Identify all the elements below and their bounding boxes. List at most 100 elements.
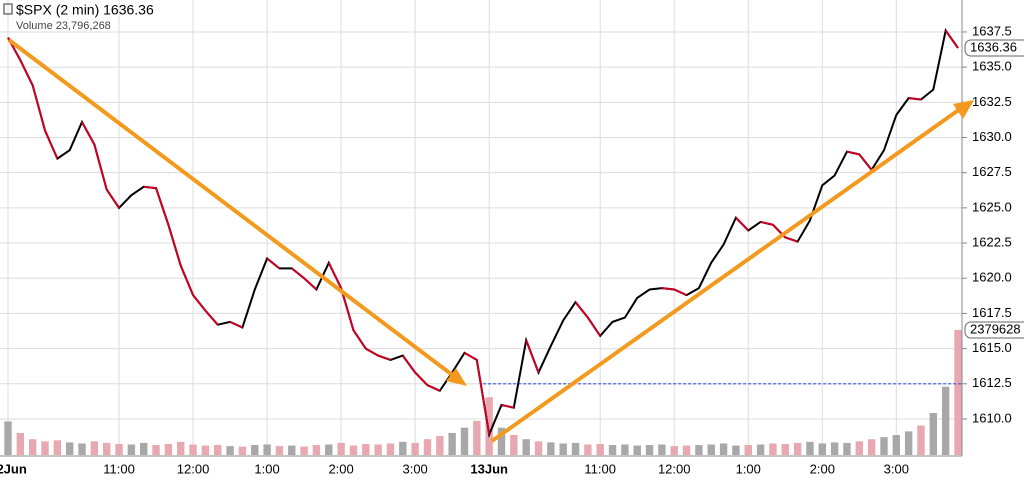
volume-bar (695, 445, 703, 455)
price-down-segment (377, 354, 391, 361)
volume-bar (793, 442, 802, 455)
volume-bar (251, 445, 259, 455)
price-down-segment (908, 97, 922, 101)
arrow-head (953, 100, 974, 119)
volume-bar (275, 446, 284, 455)
x-tick-label: 3:00 (884, 461, 909, 476)
y-tick-label: 1615.0 (972, 340, 1012, 355)
price-down-segment (846, 150, 860, 156)
volume-bar (423, 439, 432, 455)
volume-bar (127, 444, 136, 455)
y-tick-label: 1627.5 (972, 164, 1012, 179)
volume-bar (917, 425, 925, 455)
volume-bar (4, 421, 12, 455)
price-down-segment (291, 267, 305, 280)
volume-bar (954, 329, 962, 455)
volume-bar (214, 445, 222, 455)
volume-bar (510, 435, 518, 455)
chart-subtitle: Volume 23,796,268 (16, 20, 111, 32)
volume-bar (941, 386, 950, 455)
volume-bar (152, 445, 160, 455)
icon (3, 3, 13, 15)
x-tick-label: 11:00 (103, 461, 135, 476)
volume-bar (28, 439, 37, 455)
volume-bar (41, 441, 49, 455)
volume-bar (65, 442, 74, 455)
volume-bar (658, 444, 666, 455)
volume-bar (596, 443, 604, 455)
price-down-segment (155, 187, 170, 226)
price-down-segment (204, 309, 219, 326)
x-tick-label: 13Jun (470, 461, 508, 476)
volume-bar (436, 436, 444, 455)
price-down-segment (81, 121, 96, 146)
price-down-segment (352, 329, 367, 350)
volume-bar (756, 444, 765, 455)
volume-bar (460, 427, 469, 455)
price-down-segment (673, 288, 687, 297)
labels: 1610.0 1612.5 1615.0 1617.5 1620.0 1622.5 1625… (0, 23, 1024, 476)
volume-bar (855, 441, 863, 455)
price-down-segment (229, 320, 243, 329)
price-down-segment (760, 220, 774, 226)
x-tick-label: 11:00 (584, 461, 616, 476)
volume-bar (103, 442, 111, 455)
volume-bar (201, 445, 210, 455)
x-tick-label: 12:00 (658, 461, 691, 476)
price-down-segment (427, 384, 441, 392)
price-down-segment (858, 153, 873, 171)
y-tick-label: 1617.5 (972, 305, 1012, 320)
price-down-segment (365, 347, 379, 357)
volume-bar (473, 420, 481, 455)
price-down-segment (463, 351, 478, 361)
trend-arrow (7, 38, 457, 379)
volume-bar (288, 445, 296, 455)
price-down-segment (414, 371, 429, 386)
volume-bar (584, 444, 592, 455)
volume-bar (115, 443, 123, 455)
volume-bar (325, 444, 333, 455)
volume-bar (411, 442, 419, 455)
volume-bar (140, 442, 148, 455)
last-value-box (964, 321, 1024, 339)
volume-bar (386, 443, 395, 455)
volume-layer (4, 329, 962, 455)
arrow-head (446, 368, 467, 386)
volume-bar (719, 443, 728, 455)
volume-bar (843, 442, 851, 455)
volume-bar (830, 442, 839, 455)
price-down-segment (327, 262, 343, 289)
volume-bar (374, 444, 382, 455)
y-tick-label: 1620.0 (972, 270, 1012, 285)
last-value-box (964, 39, 1024, 57)
volume-bar (16, 432, 25, 455)
price-down-segment (944, 29, 959, 49)
volume-bar (547, 442, 555, 455)
price-down-segment (735, 217, 749, 232)
trend-arrow (490, 107, 962, 443)
x-tick-label: 12:00 (177, 461, 210, 476)
y-tick-label: 1637.5 (972, 23, 1012, 38)
volume-bar (621, 444, 629, 455)
volume-bar (670, 446, 678, 455)
header: $SPX (2 min) 1636.36 Volume 23,796,268 (3, 2, 154, 32)
volume-bar (929, 412, 938, 455)
price-down-segment (401, 355, 416, 374)
price-down-segment (192, 294, 207, 312)
y-tick-label: 1610.0 (972, 410, 1012, 425)
y-tick-label: 1632.5 (972, 94, 1012, 109)
volume-bar (867, 439, 876, 455)
volume-bar (880, 437, 888, 455)
volume-bar (399, 441, 407, 455)
y-tick-label: 1622.5 (972, 234, 1012, 249)
volume-bar (238, 446, 247, 455)
volume-bar (189, 444, 197, 455)
volume-bar (633, 445, 641, 455)
volume-bar (522, 439, 530, 455)
volume-bar (362, 443, 370, 455)
volume-bar (337, 442, 345, 455)
volume-bar (682, 445, 691, 455)
volume-bar (781, 443, 789, 455)
price-down-segment (266, 257, 281, 270)
